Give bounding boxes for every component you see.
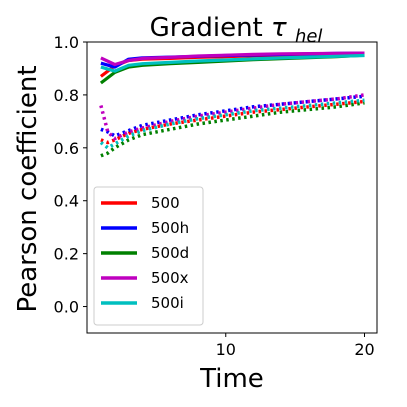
legend-label-500: 500 (151, 194, 180, 212)
legend: 500 500h 500d 500x 500i (93, 186, 204, 326)
y-tick-label: 0.0 (54, 298, 79, 317)
chart-title-text: Gradient (150, 13, 263, 43)
y-tick-label: 1.0 (54, 33, 79, 52)
x-axis-title: Time (199, 364, 264, 394)
legend-label-500i: 500i (151, 294, 184, 312)
dotted-line-500x (99, 93, 365, 141)
y-tick-label: 0.8 (54, 86, 79, 105)
plot-frame (86, 41, 378, 334)
chart-title-subscript: hel (295, 26, 322, 47)
chart-title: Gradient τ hel (150, 13, 323, 47)
legend-label-500d: 500d (151, 244, 189, 262)
y-tick-label: 0.4 (54, 192, 79, 211)
solid-line-500i (100, 53, 365, 73)
legend-label-500h: 500h (151, 219, 189, 237)
y-axis-title: Pearson coefficient (13, 65, 43, 312)
legend-label-500x: 500x (151, 269, 189, 287)
chart-title-symbol: τ (271, 13, 287, 43)
solid-line-500x (100, 51, 365, 67)
dotted-line-500d (100, 101, 365, 158)
ticks-layer: 0.0 0.2 0.4 0.6 0.8 1.0 10 20 (54, 33, 375, 359)
series-layer (99, 51, 365, 158)
legend-box (93, 186, 204, 326)
x-tick-label: 10 (216, 340, 236, 359)
dotted-line-500i (99, 98, 365, 150)
y-tick-label: 0.2 (54, 245, 79, 264)
x-tick-label: 20 (354, 340, 374, 359)
y-tick-label: 0.6 (54, 139, 79, 158)
